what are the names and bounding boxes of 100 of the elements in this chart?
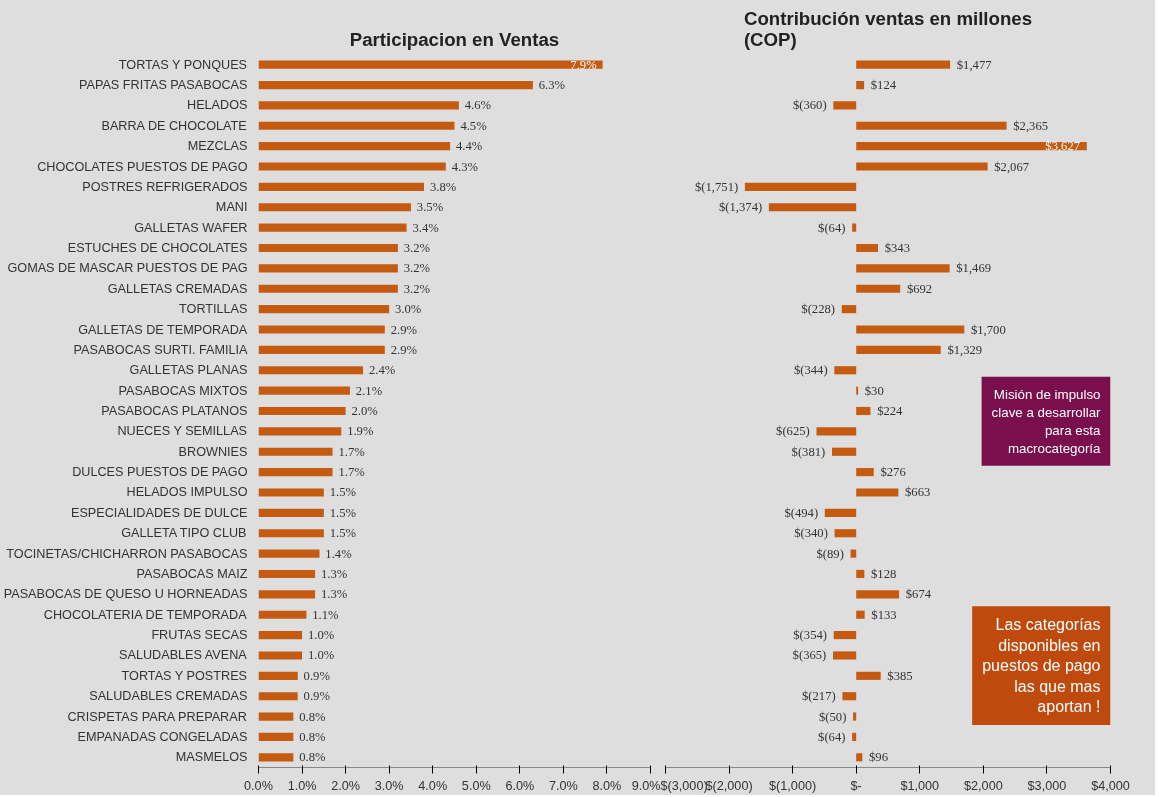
data-label: $2,067 — [994, 159, 1030, 174]
data-label: 2.0% — [351, 404, 379, 418]
data-label: $385 — [887, 668, 913, 683]
bar — [834, 529, 857, 538]
data-label: $(344) — [793, 363, 828, 378]
y-tick-label: FRUTAS SECAS — [151, 628, 248, 643]
data-label: $224 — [877, 404, 904, 418]
data-label: 4.4% — [456, 139, 483, 154]
bar — [856, 468, 874, 477]
bar — [833, 101, 857, 110]
data-label: $1,329 — [947, 342, 983, 357]
bar — [853, 712, 857, 721]
bar — [768, 203, 857, 212]
bar — [258, 386, 350, 395]
bar — [856, 671, 881, 680]
bar — [258, 406, 346, 416]
data-label: $(1,751) — [694, 179, 739, 194]
bar — [258, 345, 385, 354]
bar — [258, 753, 294, 762]
data-label: 2.9% — [390, 342, 418, 357]
bar — [258, 101, 459, 110]
x-tick-label: $(2,000) — [705, 778, 753, 793]
data-label: $(494) — [784, 505, 819, 520]
x-tick-label: 8.0% — [592, 778, 622, 793]
y-tick-label: CHOCOLATES PUESTOS DE PAGO — [37, 159, 248, 174]
bar — [856, 569, 865, 579]
data-label: 1.9% — [347, 424, 374, 439]
data-label: $1,700 — [970, 322, 1006, 337]
y-tick-label: MASMELOS — [175, 750, 248, 765]
bar — [856, 80, 865, 90]
data-label: $(340) — [794, 526, 828, 541]
data-label: $(1,374) — [718, 200, 763, 215]
data-label: 0.8% — [299, 750, 327, 765]
y-tick-label: GALLETAS DE TEMPORADA — [78, 322, 248, 337]
data-label: $692 — [906, 281, 933, 296]
bar — [258, 243, 398, 253]
bar — [258, 284, 398, 293]
y-tick-label: NUECES Y SEMILLAS — [117, 424, 248, 439]
x-tick-label: $(1,000) — [769, 778, 817, 793]
bar — [856, 284, 901, 293]
y-tick-label: SALUDABLES AVENA — [119, 648, 248, 663]
y-tick-label: DULCES PUESTOS DE PAGO — [72, 465, 248, 480]
bar — [856, 264, 950, 273]
y-tick-label: SALUDABLES CREMADAS — [89, 689, 248, 704]
data-label: 1.3% — [321, 566, 348, 581]
bar — [856, 162, 988, 171]
data-label: 1.5% — [329, 526, 357, 541]
bar — [258, 569, 316, 579]
data-label: $(50) — [818, 709, 847, 724]
y-tick-label: GALLETAS PLANAS — [129, 363, 248, 378]
data-label: 0.9% — [303, 668, 331, 683]
bar — [258, 427, 342, 436]
y-tick-label: MEZCLAS — [187, 139, 248, 154]
bar — [842, 692, 857, 701]
bar — [258, 529, 324, 538]
data-label: $(64) — [818, 729, 846, 744]
bar — [833, 631, 857, 640]
y-tick-label: GALLETA TIPO CLUB — [121, 526, 247, 541]
y-tick-label: PAPAS FRITAS PASABOCAS — [78, 78, 248, 93]
bar — [856, 243, 879, 253]
bar — [258, 223, 407, 232]
x-tick-label: 6.0% — [505, 778, 535, 793]
bar — [258, 366, 364, 375]
data-label: $96 — [868, 750, 888, 765]
x-tick-label: $4,000 — [1091, 778, 1130, 793]
bar — [258, 712, 294, 721]
bar — [258, 508, 324, 517]
y-tick-label: TORTAS Y POSTRES — [121, 668, 248, 683]
bar — [856, 345, 941, 354]
data-label: $30 — [864, 383, 884, 398]
data-label: $128 — [871, 566, 897, 581]
x-tick-label: 3.0% — [374, 778, 404, 793]
data-label: $(354) — [793, 628, 828, 643]
bar — [856, 406, 871, 416]
data-label: 2.4% — [368, 363, 396, 378]
bar — [856, 60, 951, 69]
bar — [856, 590, 900, 599]
chart-title: Contribución ventas en millones (COP) — [743, 7, 1033, 50]
bar — [856, 121, 1007, 130]
data-label: 3.0% — [395, 302, 422, 317]
bar — [856, 142, 1087, 151]
data-label: $663 — [905, 485, 931, 500]
y-tick-label: CHOCOLATERIA DE TEMPORADA — [43, 607, 248, 622]
bar — [831, 447, 857, 456]
bar — [856, 488, 899, 497]
data-label: $133 — [871, 607, 897, 622]
bar — [258, 732, 294, 742]
y-tick-label: TORTILLAS — [179, 302, 248, 317]
data-label: 1.5% — [329, 505, 357, 520]
data-label: $2,365 — [1013, 118, 1049, 133]
y-tick-label: BARRA DE CHOCOLATE — [101, 118, 247, 133]
y-tick-label: GALLETAS WAFER — [134, 220, 248, 235]
x-tick-label: $- — [850, 778, 862, 793]
data-label: 0.8% — [299, 729, 327, 744]
y-tick-label: BROWNIES — [178, 444, 248, 459]
bar — [258, 305, 390, 314]
data-label: $(360) — [792, 98, 827, 113]
data-label: 0.8% — [299, 709, 327, 724]
data-label: $674 — [905, 587, 932, 602]
data-label: 4.6% — [464, 98, 492, 113]
